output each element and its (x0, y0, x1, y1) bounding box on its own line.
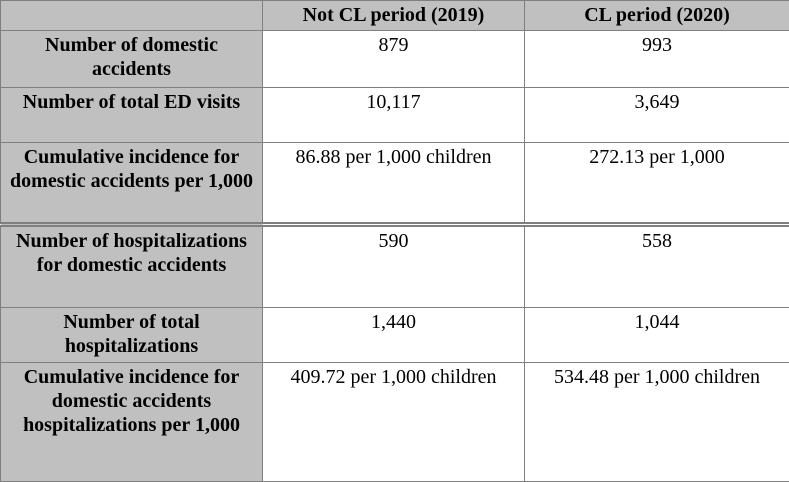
cell: 1,044 (524, 307, 789, 363)
row: Number of total ED visits 10,117 3,649 (0, 87, 789, 143)
cell: 558 (524, 222, 789, 308)
cell: 1,440 (262, 307, 525, 363)
row-header: Number of domestic accidents (0, 30, 263, 88)
row-header: Number of total hospitalizations (0, 307, 263, 363)
cell: 590 (262, 222, 525, 308)
row: Cumulative incidence for domestic accide… (0, 142, 789, 225)
row: Number of hospitalizations for domestic … (0, 222, 789, 308)
column-header: Not CL period (2019) (262, 0, 525, 31)
cell: 534.48 per 1,000 children (524, 362, 789, 482)
row-header: Number of total ED visits (0, 87, 263, 143)
header-row: Not CL period (2019) CL period (2020) (0, 0, 789, 31)
row: Number of total hospitalizations 1,440 1… (0, 307, 789, 363)
cell: 409.72 per 1,000 children (262, 362, 525, 482)
cell: 993 (524, 30, 789, 88)
row: Cumulative incidence for domestic accide… (0, 362, 789, 482)
row: Number of domestic accidents 879 993 (0, 30, 789, 88)
cell: 10,117 (262, 87, 525, 143)
corner-cell (0, 0, 263, 31)
row-header: Cumulative incidence for domestic accide… (0, 362, 263, 482)
row-header: Number of hospitalizations for domestic … (0, 222, 263, 308)
column-header: CL period (2020) (524, 0, 789, 31)
cell: 3,649 (524, 87, 789, 143)
row-header: Cumulative incidence for domestic accide… (0, 142, 263, 225)
cell: 272.13 per 1,000 (524, 142, 789, 225)
cell: 879 (262, 30, 525, 88)
cell: 86.88 per 1,000 children (262, 142, 525, 225)
